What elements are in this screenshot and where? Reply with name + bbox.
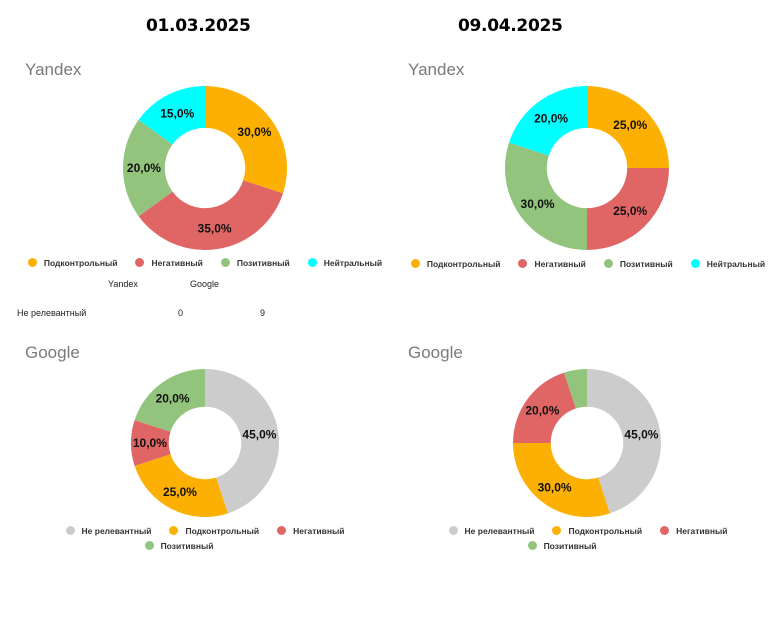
donut-slice[interactable] <box>138 86 205 145</box>
donut-slice[interactable] <box>131 420 171 466</box>
mini-table-col-yandex: Yandex <box>108 279 138 289</box>
legend-google-left: Не релевантный Подконтрольный Негативный П… <box>5 523 405 553</box>
legend-label: Негативный <box>293 525 345 536</box>
date-header-left: 01.03.2025 <box>146 16 251 36</box>
legend-swatch-icon <box>410 259 420 268</box>
donut-data-label: 20,0% <box>534 112 568 126</box>
legend-item[interactable]: Не релевантный <box>65 525 152 536</box>
donut-data-label: 30,0% <box>538 481 572 495</box>
legend-item[interactable]: Нейтральный <box>690 258 766 269</box>
legend-item[interactable]: Подконтрольный <box>410 258 501 269</box>
donut-slice[interactable] <box>587 86 669 168</box>
donut-data-label: 10,0% <box>133 436 167 450</box>
donut-data-label: 15,0% <box>160 107 194 121</box>
legend-item[interactable]: Позитивный <box>527 540 597 551</box>
mini-table-val-yandex: 0 <box>178 308 184 318</box>
donut-data-label: 25,0% <box>613 204 647 218</box>
legend-label: Подконтрольный <box>426 258 501 269</box>
donut-slice[interactable] <box>587 168 669 250</box>
donut-data-label: 20,0% <box>156 391 190 405</box>
legend-label: Негативный <box>676 525 728 536</box>
legend-swatch-icon <box>307 258 317 267</box>
legend-label: Не релевантный <box>81 525 152 536</box>
legend-label: Не релевантный <box>464 525 535 536</box>
legend-label: Позитивный <box>236 257 290 268</box>
panel-title-google-right: Google <box>408 343 463 362</box>
legend-label: Подконтрольный <box>43 257 118 268</box>
donut-slice[interactable] <box>138 180 283 250</box>
legend-item[interactable]: Позитивный <box>220 257 290 268</box>
donut-chart-google-left: 45,0% 25,0% 10,0% 20,0% <box>131 369 280 517</box>
donut-slice[interactable] <box>513 372 576 443</box>
legend-item[interactable]: Нейтральный <box>307 257 383 268</box>
legend-swatch-icon <box>518 259 528 268</box>
legend-swatch-icon <box>27 258 37 267</box>
donut-slice[interactable] <box>509 86 587 156</box>
donut-data-label: 30,0% <box>521 197 555 211</box>
legend-label: Позитивный <box>160 540 214 551</box>
legend-yandex-left: Подконтрольный Негативный Позитивный Нейтра… <box>5 255 405 270</box>
legend-label: Позитивный <box>543 540 597 551</box>
legend-item[interactable]: Подконтрольный <box>169 526 259 536</box>
mini-table-row-label: Не релевантный <box>17 308 87 318</box>
donut-chart-google-right: 45,0% 30,0% 20,0% <box>513 369 661 517</box>
donut-slice[interactable] <box>205 369 280 514</box>
panel-title-yandex-left: Yandex <box>25 60 82 79</box>
donut-slice[interactable] <box>513 443 610 517</box>
legend-swatch-icon <box>144 541 154 550</box>
legend-swatch-icon <box>220 258 230 267</box>
legend-swatch-icon <box>169 526 179 535</box>
donut-data-label: 45,0% <box>624 427 658 441</box>
legend-swatch-icon <box>552 526 562 535</box>
donut-chart-yandex-left: 30,0% 35,0% 20,0% 15,0% <box>123 86 287 250</box>
legend-swatch-icon <box>135 258 145 267</box>
legend-item[interactable]: Позитивный <box>603 258 673 269</box>
legend-swatch-icon <box>277 526 287 535</box>
donut-data-label: 20,0% <box>525 404 559 418</box>
panel-title-google-left: Google <box>25 343 80 362</box>
legend-yandex-right: Подконтрольный Негативный Позитивный Нейтра… <box>388 256 782 271</box>
legend-label: Подконтрольный <box>568 525 643 536</box>
legend-item[interactable]: Негативный <box>135 257 203 268</box>
donut-data-label: 35,0% <box>198 221 232 235</box>
donut-slice[interactable] <box>205 86 287 194</box>
legend-label: Подконтрольный <box>185 525 260 536</box>
legend-item[interactable]: Негативный <box>660 526 727 536</box>
legend-item[interactable]: Негативный <box>518 258 586 269</box>
donut-slice[interactable] <box>564 369 587 409</box>
donut-slice[interactable] <box>505 142 587 250</box>
date-header-right: 09.04.2025 <box>458 16 563 36</box>
legend-label: Позитивный <box>619 258 673 269</box>
legend-swatch-icon <box>448 526 458 535</box>
donut-data-label: 30,0% <box>237 125 271 139</box>
mini-table-col-google: Google <box>190 279 220 289</box>
donut-chart-yandex-right: 25,0% 25,0% 30,0% 20,0% <box>505 86 669 250</box>
donut-data-label: 45,0% <box>242 427 276 441</box>
donut-slice[interactable] <box>123 119 173 217</box>
legend-item[interactable]: Позитивный <box>144 540 214 551</box>
panel-title-yandex-right: Yandex <box>408 60 465 79</box>
legend-swatch-icon <box>603 259 613 268</box>
legend-label: Негативный <box>151 257 203 268</box>
legend-item[interactable]: Негативный <box>277 526 344 536</box>
legend-label: Нейтральный <box>706 258 766 269</box>
mini-table-val-google: 9 <box>260 308 266 318</box>
donut-slice[interactable] <box>134 369 205 432</box>
donut-data-label: 20,0% <box>127 161 161 175</box>
legend-label: Нейтральный <box>323 257 383 268</box>
donut-slice[interactable] <box>587 369 661 514</box>
legend-google-right: Не релевантный Подконтрольный Негативный П… <box>388 523 782 553</box>
legend-swatch-icon <box>65 526 75 535</box>
legend-swatch-icon <box>690 259 700 268</box>
donut-slice[interactable] <box>134 454 228 517</box>
legend-item[interactable]: Подконтрольный <box>552 526 642 536</box>
donut-data-label: 25,0% <box>163 485 197 499</box>
legend-item[interactable]: Подконтрольный <box>27 257 118 268</box>
legend-item[interactable]: Не релевантный <box>448 525 535 536</box>
donut-data-label: 25,0% <box>613 118 647 132</box>
legend-swatch-icon <box>660 526 670 535</box>
legend-label: Негативный <box>534 258 586 269</box>
legend-swatch-icon <box>527 541 537 550</box>
